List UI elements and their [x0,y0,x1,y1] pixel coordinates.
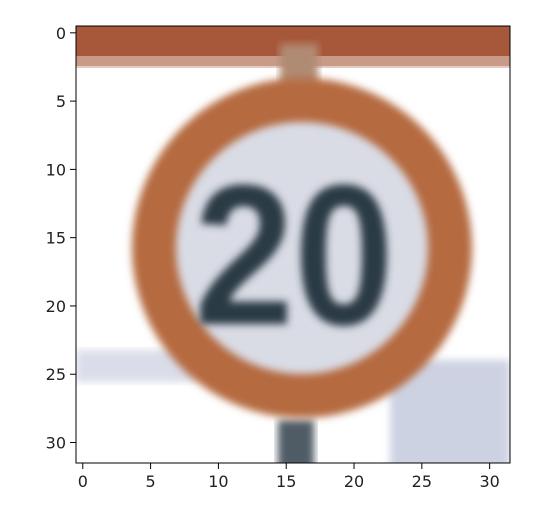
pole-bottom [278,420,314,463]
y-tick-label: 10 [46,160,66,179]
y-tick-label: 30 [46,434,66,453]
x-tick-label: 25 [412,472,432,491]
x-tick-label: 20 [344,472,364,491]
y-tick-label: 20 [46,297,66,316]
x-tick-label: 10 [208,472,228,491]
y-tick-label: 25 [46,365,66,384]
x-axis: 0 5 10 15 20 25 30 [78,463,500,491]
x-tick-label: 15 [276,472,296,491]
sign-image: 20 [76,26,510,463]
y-tick-label: 0 [56,24,66,43]
sign-face [176,122,428,374]
y-tick-label: 15 [46,229,66,248]
axes-frame [75,25,511,464]
sign-digits: 20 [194,144,394,367]
y-axis: 0 5 10 15 20 25 30 [46,24,76,453]
x-tick-label: 30 [479,472,499,491]
x-tick-label: 5 [146,472,156,491]
y-tick-label: 5 [56,92,66,111]
x-tick-label: 0 [78,472,88,491]
